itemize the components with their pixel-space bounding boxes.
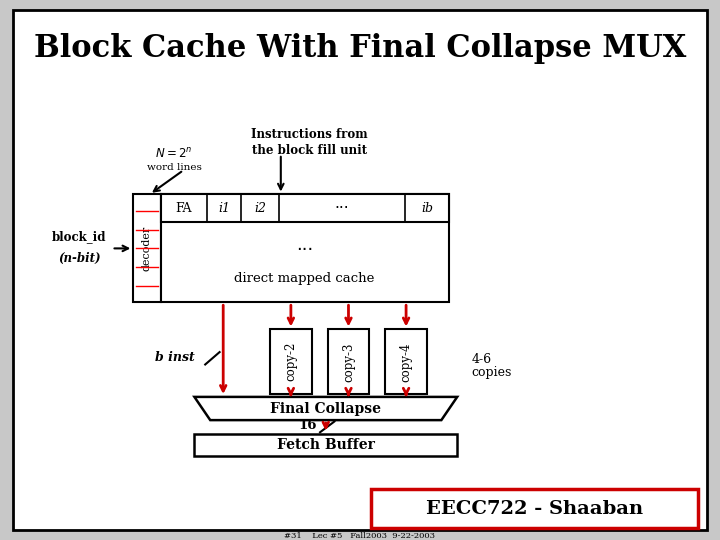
Bar	[385, 329, 427, 394]
Text: Final Collapse: Final Collapse	[270, 402, 382, 415]
Text: i2: i2	[254, 202, 266, 215]
Text: EECC722 - Shaaban: EECC722 - Shaaban	[426, 500, 643, 518]
Text: decoder: decoder	[142, 226, 152, 271]
Text: i1: i1	[218, 202, 230, 215]
Polygon shape	[194, 397, 457, 420]
Text: b inst: b inst	[155, 351, 194, 364]
Bar	[270, 329, 312, 394]
Text: Block Cache With Final Collapse MUX: Block Cache With Final Collapse MUX	[34, 33, 686, 64]
Text: FA: FA	[176, 202, 192, 215]
Text: $N=2^n$: $N=2^n$	[156, 147, 193, 161]
Text: ···: ···	[335, 201, 349, 216]
Text: Fetch Buffer: Fetch Buffer	[277, 438, 374, 452]
Text: the block fill unit: the block fill unit	[252, 144, 367, 157]
Bar	[133, 194, 161, 302]
Text: copy-3: copy-3	[342, 342, 355, 382]
Bar	[161, 194, 449, 222]
Text: direct mapped cache: direct mapped cache	[235, 272, 374, 285]
Text: copy-4: copy-4	[400, 342, 413, 382]
Text: ib: ib	[421, 202, 433, 215]
Text: copies: copies	[472, 366, 512, 379]
Text: 4-6: 4-6	[472, 353, 492, 366]
Text: Instructions from: Instructions from	[251, 129, 368, 141]
Bar	[161, 194, 449, 302]
Text: (n-bit): (n-bit)	[58, 252, 101, 265]
Text: block_id: block_id	[52, 230, 107, 243]
Text: 16: 16	[299, 419, 317, 433]
Text: #31    Lec #5   Fall2003  9-22-2003: #31 Lec #5 Fall2003 9-22-2003	[284, 532, 436, 539]
Text: word lines: word lines	[147, 163, 202, 172]
Bar	[371, 489, 698, 528]
Bar	[194, 434, 457, 456]
Text: copy-2: copy-2	[284, 342, 297, 381]
Bar	[328, 329, 369, 394]
Text: ···: ···	[296, 241, 313, 259]
